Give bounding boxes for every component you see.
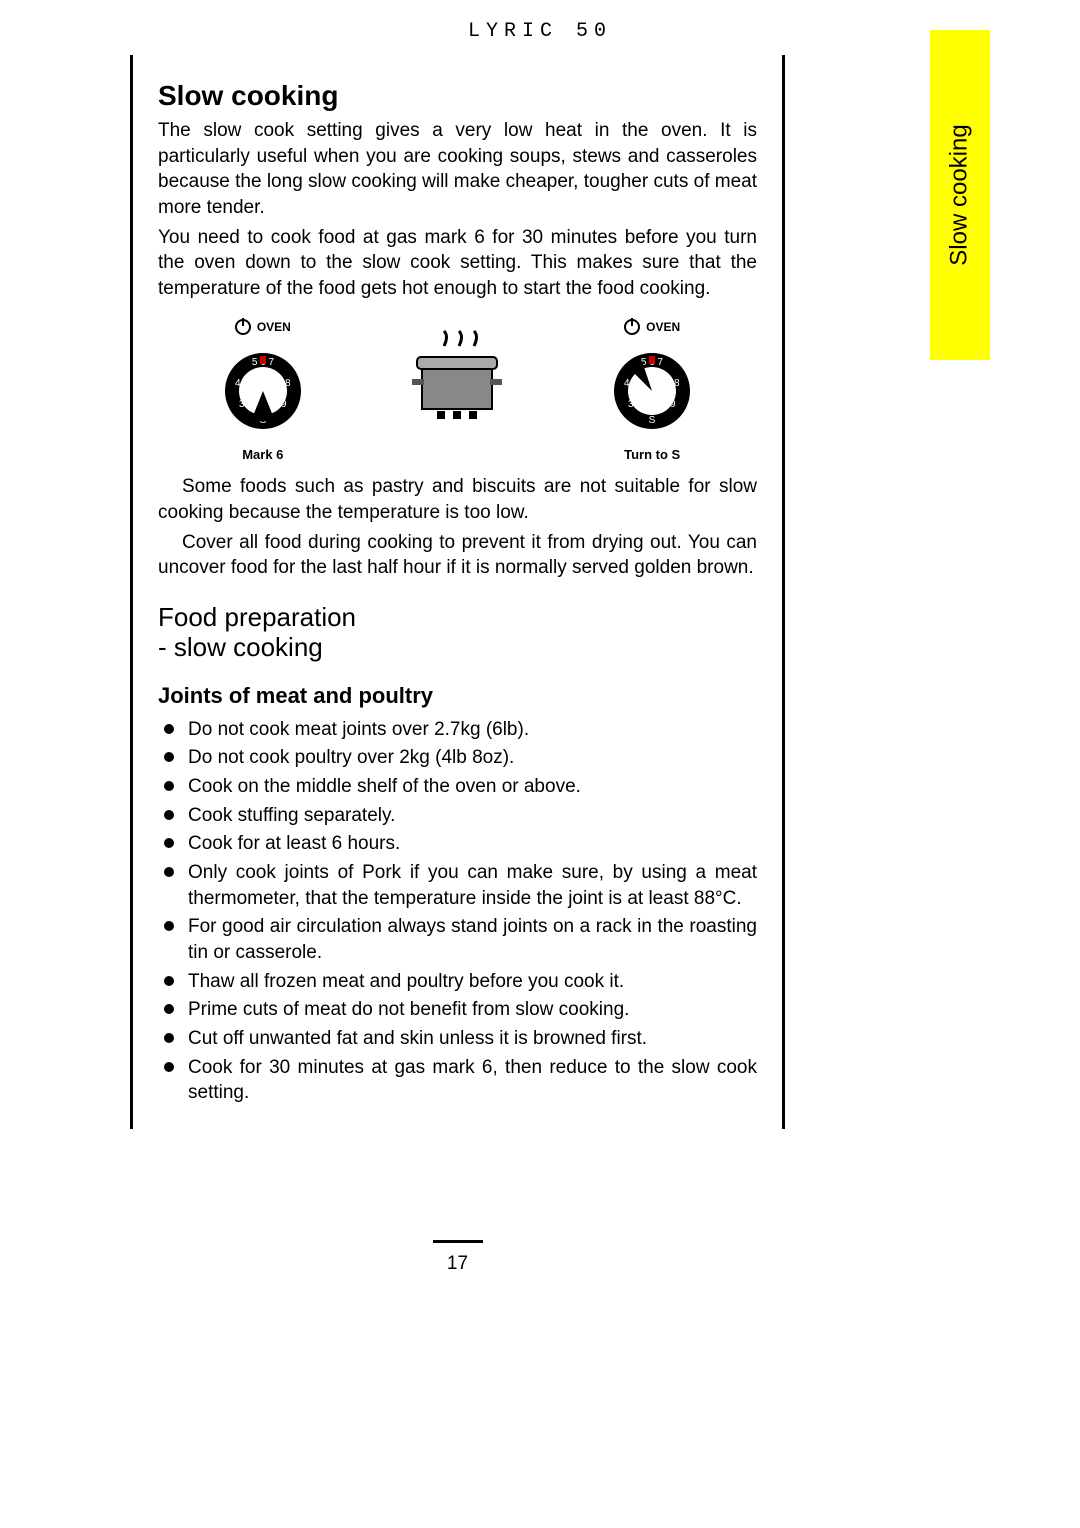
oven-label-right: OVEN [624, 319, 680, 335]
pot-steam-icon [402, 319, 512, 429]
dial-caption-left: Mark 6 [242, 447, 283, 462]
diagram-center-pot [402, 319, 512, 429]
gas-dial-s-icon: 5 6 7 4 8 3 9 S [602, 341, 702, 441]
list-item: For good air circulation always stand jo… [164, 914, 757, 965]
subsection-title-line1: Food preparation [158, 602, 356, 632]
post-diagram-paragraph-1: Some foods such as pastry and biscuits a… [158, 474, 757, 525]
svg-text:9: 9 [281, 399, 287, 410]
list-item: Thaw all frozen meat and poultry before … [164, 969, 757, 995]
page-number: 17 [130, 1253, 785, 1275]
svg-text:9: 9 [670, 399, 676, 410]
sub-heading: Joints of meat and poultry [158, 683, 757, 709]
main-content: Slow cooking The slow cook setting gives… [130, 55, 785, 1129]
svg-text:8: 8 [674, 378, 680, 389]
oven-text-right: OVEN [646, 320, 680, 334]
section-tab-label: Slow cooking [946, 124, 974, 265]
footer-rule [433, 1240, 483, 1243]
oven-label-left: OVEN [235, 319, 291, 335]
list-item: Cook for at least 6 hours. [164, 831, 757, 857]
list-item: Cook stuffing separately. [164, 803, 757, 829]
svg-text:4: 4 [235, 378, 241, 389]
diagram-right-dial: OVEN 5 6 7 4 8 3 9 S Turn to S [602, 319, 702, 462]
svg-text:3: 3 [628, 399, 634, 410]
section-title: Slow cooking [158, 80, 757, 112]
page-footer: 17 [130, 1240, 785, 1275]
section-tab: Slow cooking [930, 30, 990, 360]
svg-text:3: 3 [239, 399, 245, 410]
knob-icon [235, 319, 251, 335]
list-item: Only cook joints of Pork if you can make… [164, 860, 757, 911]
svg-text:S: S [649, 415, 656, 426]
diagram-left-dial: OVEN 5 6 7 4 8 3 9 S Mark 6 [213, 319, 313, 462]
subsection-title-line2: - slow cooking [158, 632, 323, 662]
list-item: Cook for 30 minutes at gas mark 6, then … [164, 1055, 757, 1106]
oven-text-left: OVEN [257, 320, 291, 334]
svg-text:4: 4 [624, 378, 630, 389]
intro-paragraph-1: The slow cook setting gives a very low h… [158, 118, 757, 221]
list-item: Cut off unwanted fat and skin unless it … [164, 1026, 757, 1052]
list-item: Do not cook meat joints over 2.7kg (6lb)… [164, 717, 757, 743]
gas-dial-icon: 5 6 7 4 8 3 9 S [213, 341, 313, 441]
bullet-list: Do not cook meat joints over 2.7kg (6lb)… [158, 717, 757, 1106]
list-item: Do not cook poultry over 2kg (4lb 8oz). [164, 745, 757, 771]
diagram-row: OVEN 5 6 7 4 8 3 9 S Mark 6 [158, 319, 757, 462]
post-diagram-paragraph-2: Cover all food during cooking to prevent… [158, 530, 757, 581]
intro-paragraph-2: You need to cook food at gas mark 6 for … [158, 225, 757, 302]
list-item: Cook on the middle shelf of the oven or … [164, 774, 757, 800]
list-item: Prime cuts of meat do not benefit from s… [164, 997, 757, 1023]
svg-text:8: 8 [285, 378, 291, 389]
subsection-title: Food preparation - slow cooking [158, 603, 757, 663]
page-header: LYRIC 50 [0, 0, 1080, 53]
knob-icon [624, 319, 640, 335]
dial-caption-right: Turn to S [624, 447, 680, 462]
